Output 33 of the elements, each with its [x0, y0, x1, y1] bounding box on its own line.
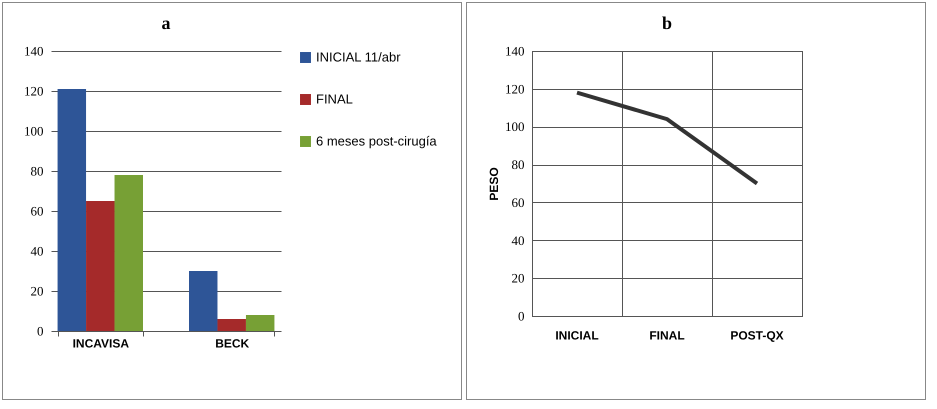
y-tick-label: 140: [24, 44, 44, 58]
bar: [217, 319, 246, 331]
y-tick-label: 80: [512, 157, 524, 172]
legend-label: INICIAL 11/abr: [316, 50, 402, 64]
y-tick-label: 140: [505, 44, 524, 58]
y-tick-label: 60: [512, 194, 524, 210]
y-tick-label: 0: [518, 308, 524, 324]
y-tick-label: 40: [30, 244, 44, 258]
y-tick-label: 80: [30, 164, 44, 178]
bar: [86, 201, 115, 331]
bar: [246, 315, 274, 331]
chart-title: a: [162, 13, 170, 33]
x-tick-label: INICIAL: [555, 328, 599, 342]
y-tick-label: 0: [37, 324, 44, 338]
y-tick-label: 120: [24, 84, 44, 98]
chart-title: b: [662, 13, 672, 33]
y-tick-label: 60: [30, 204, 44, 218]
x-tick-label: BECK: [215, 336, 250, 350]
y-tick-label: 40: [512, 232, 524, 248]
bar: [58, 89, 86, 331]
bar: [189, 271, 218, 331]
x-tick-label: FINAL: [649, 328, 685, 342]
y-tick-label: 20: [512, 270, 524, 286]
x-tick-label: INCAVISA: [72, 336, 130, 350]
y-tick-label: 100: [505, 119, 524, 134]
y-tick-label: 100: [24, 124, 44, 138]
y-axis-title: PESO: [487, 167, 501, 201]
bar: [114, 175, 143, 331]
y-tick-label: 120: [505, 81, 524, 96]
legend-label: 6 meses post-cirugía: [316, 134, 438, 148]
legend-label: FINAL: [316, 92, 353, 106]
x-tick-label: POST-QX: [730, 328, 784, 342]
y-tick-label: 20: [30, 284, 44, 298]
